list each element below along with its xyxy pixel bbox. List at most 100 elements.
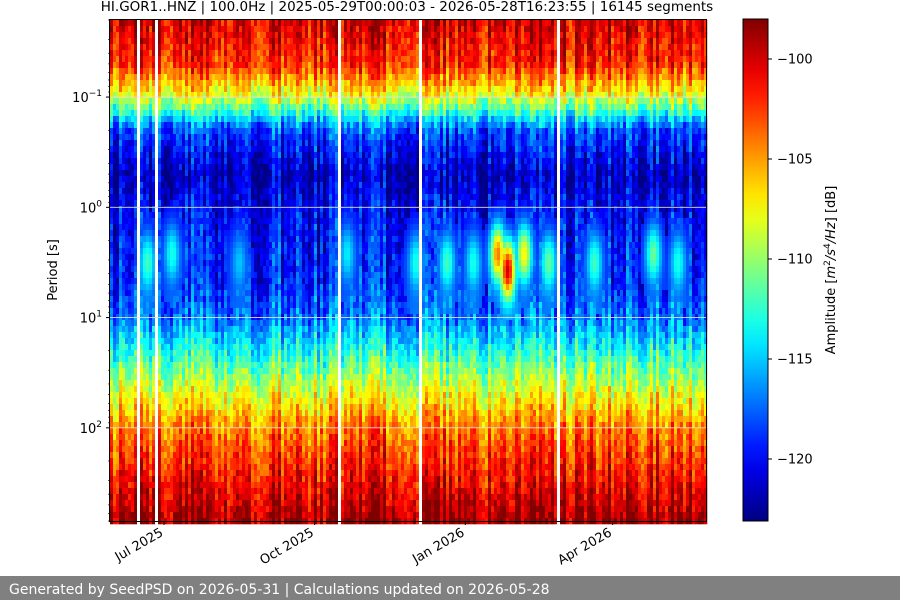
heatmap-cell	[143, 314, 147, 321]
heatmap-cell	[119, 512, 123, 519]
heatmap-cell	[218, 404, 222, 411]
heatmap-cell	[266, 86, 270, 93]
heatmap-cell	[182, 122, 186, 129]
heatmap-cell	[221, 68, 225, 75]
heatmap-cell	[116, 374, 120, 381]
heatmap-cell	[212, 26, 216, 33]
heatmap-cell	[230, 68, 234, 75]
heatmap-cell	[257, 344, 261, 351]
heatmap-cell	[122, 350, 126, 357]
heatmap-cell	[212, 128, 216, 135]
heatmap-cell	[119, 242, 123, 249]
heatmap-cell	[167, 338, 171, 345]
heatmap-cell	[128, 86, 132, 93]
heatmap-cell	[233, 224, 237, 231]
heatmap-cell	[260, 344, 264, 351]
heatmap-cell	[251, 224, 255, 231]
heatmap-cell	[143, 236, 147, 243]
heatmap-cell	[200, 242, 204, 249]
heatmap-cell	[233, 158, 237, 165]
heatmap-cell	[113, 458, 117, 465]
heatmap-cell	[137, 116, 141, 123]
heatmap-cell	[128, 494, 132, 501]
heatmap-cell	[215, 212, 219, 219]
heatmap-cell	[116, 422, 120, 429]
heatmap-cell	[221, 140, 225, 147]
heatmap-cell	[149, 188, 153, 195]
heatmap-cell	[164, 482, 168, 489]
heatmap-cell	[134, 476, 138, 483]
heatmap-cell	[227, 368, 231, 375]
heatmap-cell	[215, 200, 219, 207]
heatmap-cell	[203, 134, 207, 141]
heatmap-cell	[233, 386, 237, 393]
heatmap-cell	[176, 176, 180, 183]
heatmap-cell	[131, 26, 135, 33]
heatmap-cell	[224, 398, 228, 405]
heatmap-cell	[194, 512, 198, 519]
heatmap-cell	[230, 56, 234, 63]
heatmap-cell	[188, 68, 192, 75]
heatmap-cell	[263, 326, 267, 333]
heatmap-cell	[260, 470, 264, 477]
heatmap-cell	[167, 362, 171, 369]
heatmap-cell	[110, 494, 114, 501]
heatmap-cell	[212, 20, 216, 27]
heatmap-cell	[146, 134, 150, 141]
heatmap-cell	[209, 326, 213, 333]
heatmap-cell	[152, 212, 156, 219]
heatmap-cell	[110, 50, 114, 57]
heatmap-cell	[269, 128, 273, 135]
heatmap-cell	[125, 236, 129, 243]
heatmap-cell	[281, 464, 285, 471]
heatmap-cell	[146, 290, 150, 297]
heatmap-cell	[227, 284, 231, 291]
heatmap-cell	[242, 428, 246, 435]
heatmap-cell	[173, 248, 177, 255]
heatmap-cell	[212, 140, 216, 147]
heatmap-cell	[176, 230, 180, 237]
heatmap-cell	[170, 380, 174, 387]
heatmap-cell	[209, 212, 213, 219]
heatmap-cell	[284, 482, 288, 489]
heatmap-cell	[137, 386, 141, 393]
heatmap-cell	[167, 374, 171, 381]
heatmap-cell	[161, 284, 165, 291]
heatmap-cell	[119, 20, 123, 27]
heatmap-cell	[284, 164, 288, 171]
heatmap-cell	[242, 92, 246, 99]
heatmap-cell	[254, 146, 258, 153]
heatmap-cell	[182, 458, 186, 465]
heatmap-cell	[284, 272, 288, 279]
heatmap-cell	[236, 344, 240, 351]
heatmap-cell	[134, 416, 138, 423]
heatmap-cell	[110, 338, 114, 345]
heatmap-cell	[254, 248, 258, 255]
heatmap-cell	[257, 332, 261, 339]
heatmap-cell	[149, 152, 153, 159]
heatmap-cell	[218, 512, 222, 519]
heatmap-cell	[221, 404, 225, 411]
heatmap-cell	[179, 326, 183, 333]
heatmap-cell	[278, 458, 282, 465]
heatmap-cell	[257, 398, 261, 405]
heatmap-cell	[125, 440, 129, 447]
heatmap-cell	[173, 80, 177, 87]
heatmap-cell	[122, 278, 126, 285]
heatmap-cell	[215, 344, 219, 351]
heatmap-cell	[131, 38, 135, 45]
heatmap-cell	[179, 188, 183, 195]
heatmap-cell	[140, 452, 144, 459]
heatmap-cell	[119, 140, 123, 147]
heatmap-cell	[137, 320, 141, 327]
heatmap-cell	[125, 68, 129, 75]
heatmap-cell	[155, 404, 159, 411]
heatmap-cell	[230, 368, 234, 375]
heatmap-cell	[224, 98, 228, 105]
heatmap-cell	[194, 290, 198, 297]
heatmap-cell	[176, 242, 180, 249]
heatmap-cell	[185, 452, 189, 459]
heatmap-cell	[146, 284, 150, 291]
heatmap-cell	[185, 134, 189, 141]
heatmap-cell	[164, 200, 168, 207]
